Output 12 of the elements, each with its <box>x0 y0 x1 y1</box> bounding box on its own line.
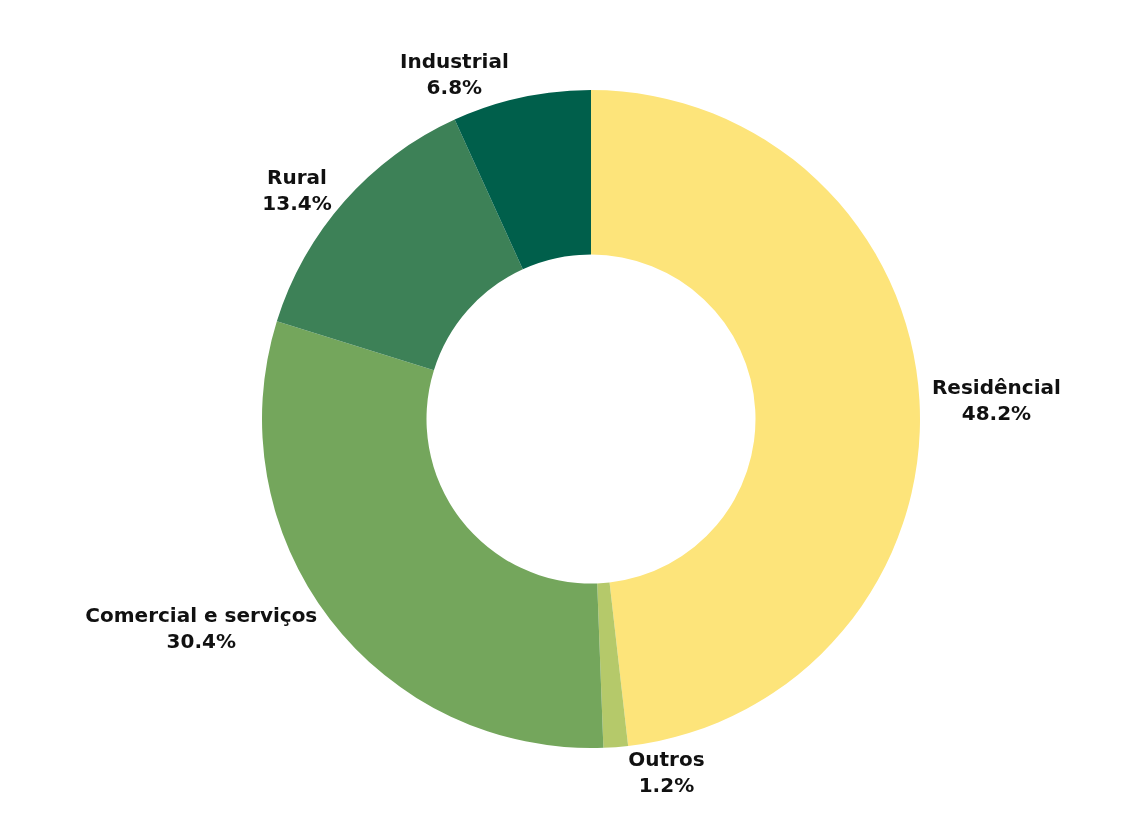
donut-slice <box>591 90 920 746</box>
data-label: 48.2% <box>961 401 1032 426</box>
slice-label: Comercial e serviços <box>85 603 318 628</box>
slice-label: Industrial <box>399 48 509 73</box>
data-label: 1.2% <box>638 772 695 797</box>
donut-slice <box>597 582 629 748</box>
data-label: 6.8% <box>426 74 483 99</box>
slice-label: Outros <box>628 746 705 771</box>
data-label: 30.4% <box>166 629 236 654</box>
slice-label: Rural <box>267 165 327 190</box>
slice-label: Residêncial <box>931 375 1061 400</box>
data-label: 13.4% <box>262 191 332 216</box>
